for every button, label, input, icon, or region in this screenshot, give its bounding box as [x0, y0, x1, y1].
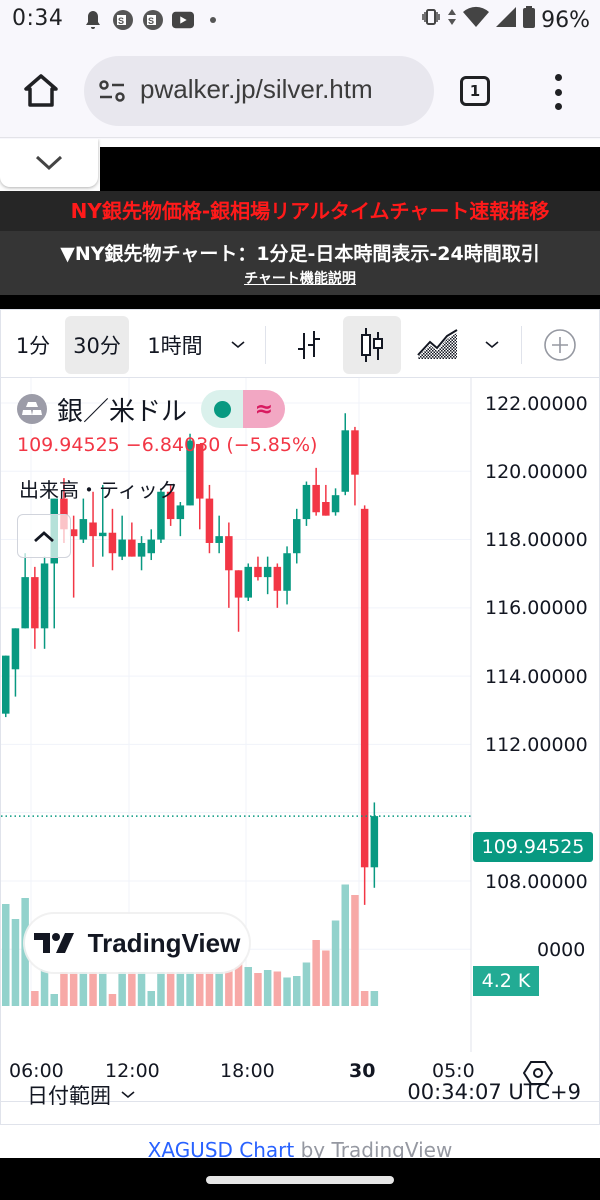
data-arrows-icon	[447, 7, 457, 33]
volume-study-label[interactable]: 出来高・ティック	[19, 478, 178, 502]
price-axis-label: 120.00000	[485, 461, 588, 483]
time-axis-label: 06:00	[9, 1060, 64, 1082]
system-nav-bar	[0, 1158, 600, 1200]
home-gesture-handle[interactable]	[206, 1176, 394, 1184]
vibrate-icon	[421, 7, 441, 33]
market-status-pill[interactable]: ≈	[201, 390, 286, 428]
chart-subtitle: ▼NY銀先物チャート：1分足-日本時間表示-24時間取引	[60, 243, 540, 265]
dot-icon	[202, 9, 224, 31]
dot-icon	[554, 88, 562, 96]
time-axis-label: 30	[349, 1060, 376, 1082]
spacer	[0, 295, 600, 309]
candles-style-button[interactable]	[343, 316, 401, 374]
market-open-indicator	[201, 390, 244, 428]
symbol-legend: 銀／米ドル ≈	[17, 390, 286, 428]
browser-menu-button[interactable]	[548, 74, 568, 110]
price-axis-label: 118.00000	[485, 529, 588, 551]
time-axis-label: 05:0	[432, 1060, 475, 1082]
price-change-line: 109.94525 −6.84030 (−5.85%)	[17, 434, 318, 456]
interval-dropdown-button[interactable]	[221, 316, 255, 374]
battery-icon	[523, 6, 536, 34]
page-title: NY銀先物価格-銀相場リアルタイムチャート速報推移	[0, 191, 600, 231]
candlestick-icon	[361, 328, 383, 362]
settings-hexagon-icon	[522, 1061, 554, 1085]
system-icons: 96%	[421, 6, 590, 34]
bars-style-button[interactable]	[281, 316, 337, 374]
green-dot-icon	[213, 400, 231, 418]
toolbar-divider	[521, 326, 522, 364]
top-banner	[0, 139, 600, 191]
time-axis[interactable]: 06:00 12:00 18:00 30 05:0	[1, 1052, 599, 1102]
status-time: 0:34	[12, 6, 64, 31]
tradingview-wordmark: TradingView	[87, 927, 241, 958]
interval-1m-button[interactable]: 1分	[15, 334, 51, 358]
compare-add-button[interactable]	[537, 316, 583, 374]
svg-text:S: S	[118, 16, 124, 26]
date-range-label: 日付範囲	[27, 1084, 111, 1108]
time-axis-label: 12:00	[105, 1060, 160, 1082]
silver-bars-icon	[17, 394, 47, 424]
chart-help-link[interactable]: チャート機能説明	[244, 271, 356, 287]
tab-switcher-button[interactable]: 1	[460, 76, 490, 106]
signal-icon	[495, 6, 517, 34]
toolbar-divider	[265, 326, 266, 364]
svg-text:S: S	[148, 16, 154, 26]
chart-header: ▼NY銀先物チャート：1分足-日本時間表示-24時間取引 チャート機能説明	[0, 231, 600, 295]
time-axis-label: 18:00	[220, 1060, 275, 1082]
url-text: pwalker.jp/silver.htm	[140, 74, 373, 104]
web-page: NY銀先物価格-銀相場リアルタイムチャート速報推移 ▼NY銀先物チャート：1分足…	[0, 139, 600, 1158]
price-axis-label: 116.00000	[485, 597, 588, 619]
s-app-icon: S	[112, 9, 134, 31]
volume-tag: 4.2 K	[473, 966, 539, 996]
attribution: XAGUSD Chart by TradingView	[0, 1138, 600, 1158]
area-chart-icon	[417, 329, 458, 359]
chevron-down-icon	[485, 341, 499, 349]
price-axis-label: 112.00000	[485, 734, 588, 756]
price-axis-label: 108.00000	[485, 871, 588, 893]
dot-icon	[554, 103, 562, 110]
tradingview-logo-icon	[33, 933, 74, 953]
plus-circle-icon	[544, 329, 576, 361]
notification-icons: S S	[82, 9, 224, 31]
symbol-name[interactable]: 銀／米ドル	[57, 396, 188, 427]
ohlc-bars-icon	[298, 331, 320, 359]
banner-black-area	[100, 147, 600, 191]
chart-settings-button[interactable]	[522, 1058, 554, 1088]
tradingview-watermark[interactable]: TradingView	[25, 914, 249, 972]
interval-30m-button[interactable]: 30分	[65, 316, 129, 374]
collapse-legend-button[interactable]	[17, 514, 71, 558]
collapse-banner-button[interactable]	[0, 139, 98, 187]
dot-icon	[554, 74, 562, 81]
s-app-icon: S	[142, 9, 164, 31]
xagusd-chart-link[interactable]: XAGUSD Chart	[147, 1138, 295, 1158]
current-price-tag: 109.94525	[473, 832, 593, 862]
address-bar[interactable]: pwalker.jp/silver.htm	[84, 56, 434, 126]
tradingview-widget: 1分 30分 1時間	[0, 309, 600, 1125]
chevron-down-icon	[121, 1091, 135, 1099]
wifi-icon	[463, 6, 490, 34]
chevron-down-icon	[35, 155, 63, 171]
chart-style-dropdown-button[interactable]	[475, 316, 509, 374]
youtube-icon	[172, 9, 194, 31]
date-range-button[interactable]: 日付範囲	[27, 1080, 135, 1110]
interval-1h-button[interactable]: 1時間	[147, 334, 203, 358]
area-style-button[interactable]	[409, 316, 467, 374]
chart-pane[interactable]: 銀／米ドル ≈ 109.94525 −6.84030 (−5.85%) 出来高・…	[1, 378, 599, 1052]
bell-icon	[82, 9, 104, 31]
browser-toolbar: pwalker.jp/silver.htm 1	[0, 42, 600, 138]
chevron-up-icon	[34, 531, 54, 542]
price-axis-label: 0000	[537, 939, 586, 961]
home-icon	[24, 74, 58, 107]
attribution-suffix: by TradingView	[294, 1138, 453, 1158]
timezone-clock-button[interactable]: 00:34:07 UTC+9	[407, 1080, 581, 1104]
price-axis-label: 114.00000	[485, 666, 588, 688]
chevron-down-icon	[231, 341, 245, 349]
battery-percent: 96%	[541, 7, 590, 33]
delayed-data-icon: ≈	[243, 390, 286, 428]
status-bar: 0:34 S S 96%	[0, 0, 600, 42]
chart-toolbar: 1分 30分 1時間	[1, 310, 599, 378]
price-axis-label: 122.00000	[485, 393, 588, 415]
home-button[interactable]	[22, 72, 60, 110]
site-settings-icon[interactable]	[98, 79, 126, 103]
